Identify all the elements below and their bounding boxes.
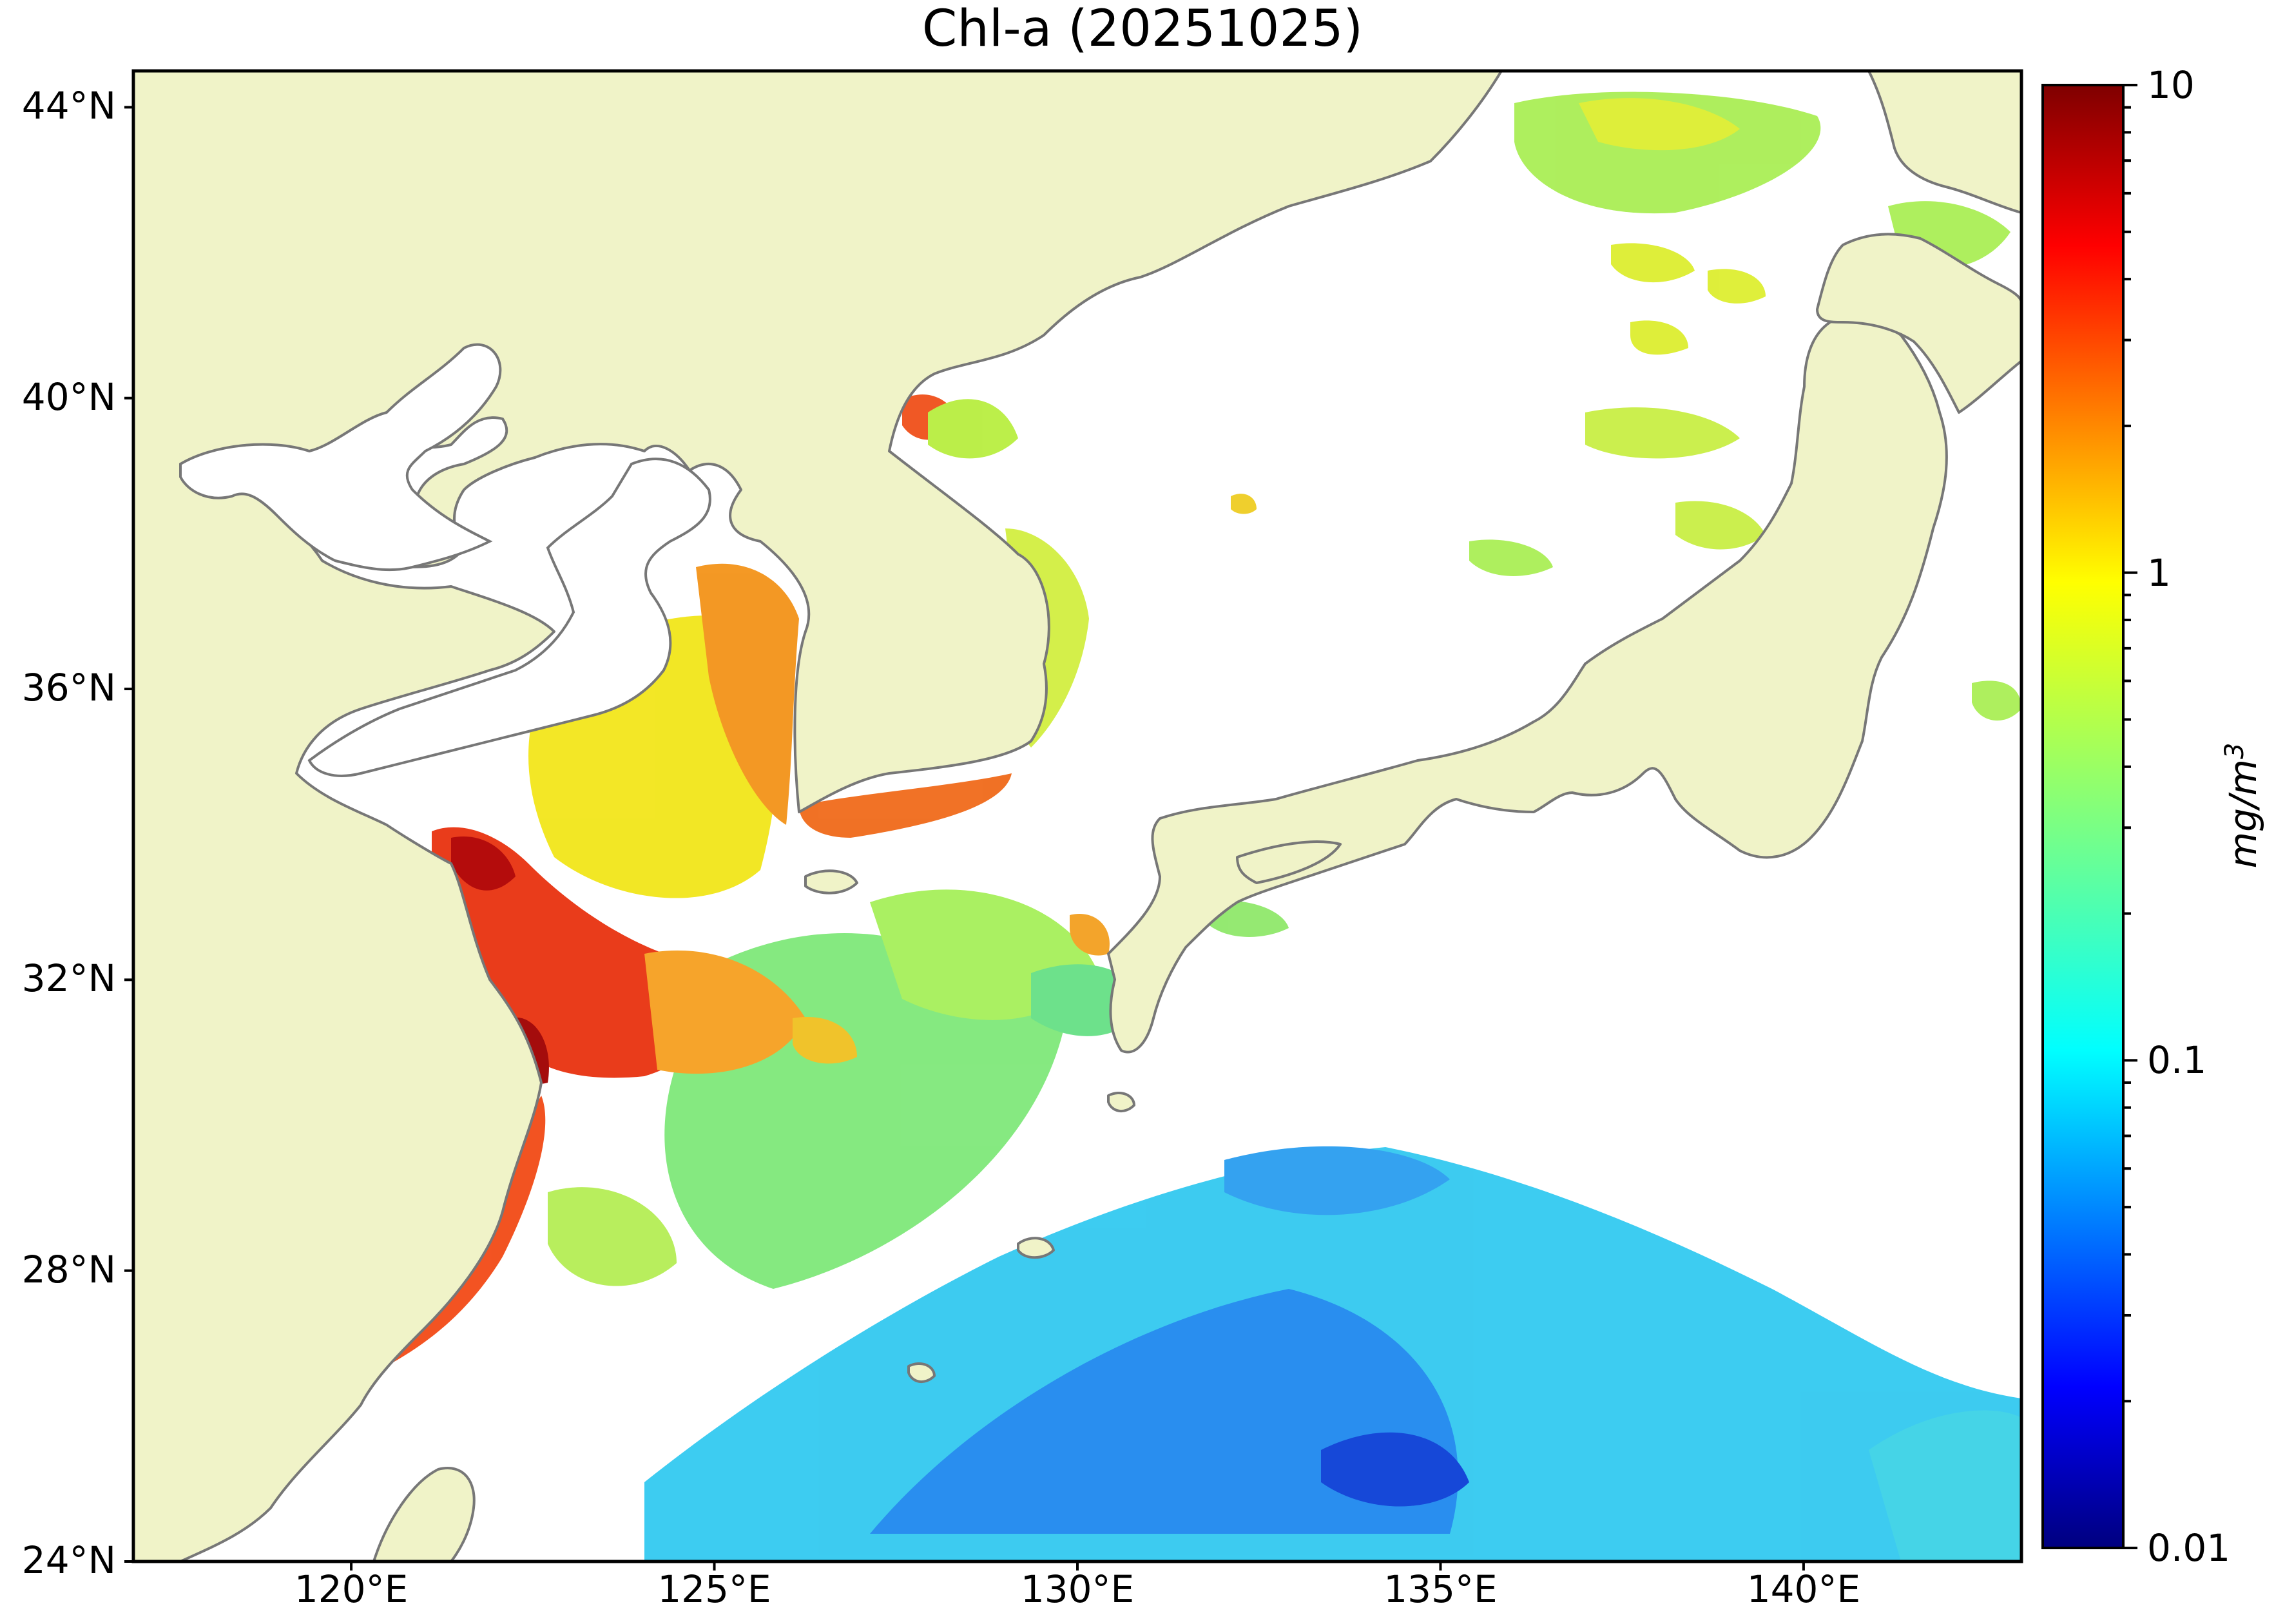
yellow-sea-north [307,458,711,777]
lon-tick-label: 135°E [1384,1567,1498,1611]
lat-tick-label: 36°N [21,666,116,710]
land-shikoku [1236,840,1342,884]
land-ryukyu-3 [1107,1092,1135,1112]
land-sakhalin [1867,71,2021,214]
land-hokkaido [1816,233,2021,414]
lon-tick-label: 140°E [1746,1567,1861,1611]
colorbar-tick-label: 0.1 [2147,1038,2207,1083]
colorbar-tick-label: 1 [2147,550,2171,595]
lon-tick-label: 130°E [1020,1567,1135,1611]
map-title: Chl-a (20251025) [921,0,1364,58]
land-jeju [804,869,858,894]
colorbar-ticks [2123,84,2137,1549]
lat-tick-label: 24°N [21,1538,116,1582]
lon-tick-marks [350,1561,1805,1571]
colorbar [2041,84,2125,1549]
colorbar-tick-label: 10 [2147,63,2195,107]
map-area [133,71,2021,1561]
inland-seas [179,343,711,777]
lat-tick-label: 28°N [21,1247,116,1291]
lon-tick-label: 120°E [294,1567,409,1611]
lat-tick-label: 44°N [21,84,116,128]
bohai-sea [179,343,502,572]
land-japan [1107,315,1948,1054]
land-taiwan [372,1467,476,1561]
colorbar-unit-label: mg/m3 [2219,742,2266,869]
lat-tick-label: 32°N [21,956,116,1001]
land-ryukyu-2 [907,1362,936,1383]
lat-tick-label: 40°N [21,374,116,419]
lat-tick-marks [124,106,133,1563]
land-ryukyu-1 [1017,1237,1055,1259]
colorbar-tick-label: 0.01 [2147,1526,2231,1570]
lon-tick-label: 125°E [657,1567,771,1611]
